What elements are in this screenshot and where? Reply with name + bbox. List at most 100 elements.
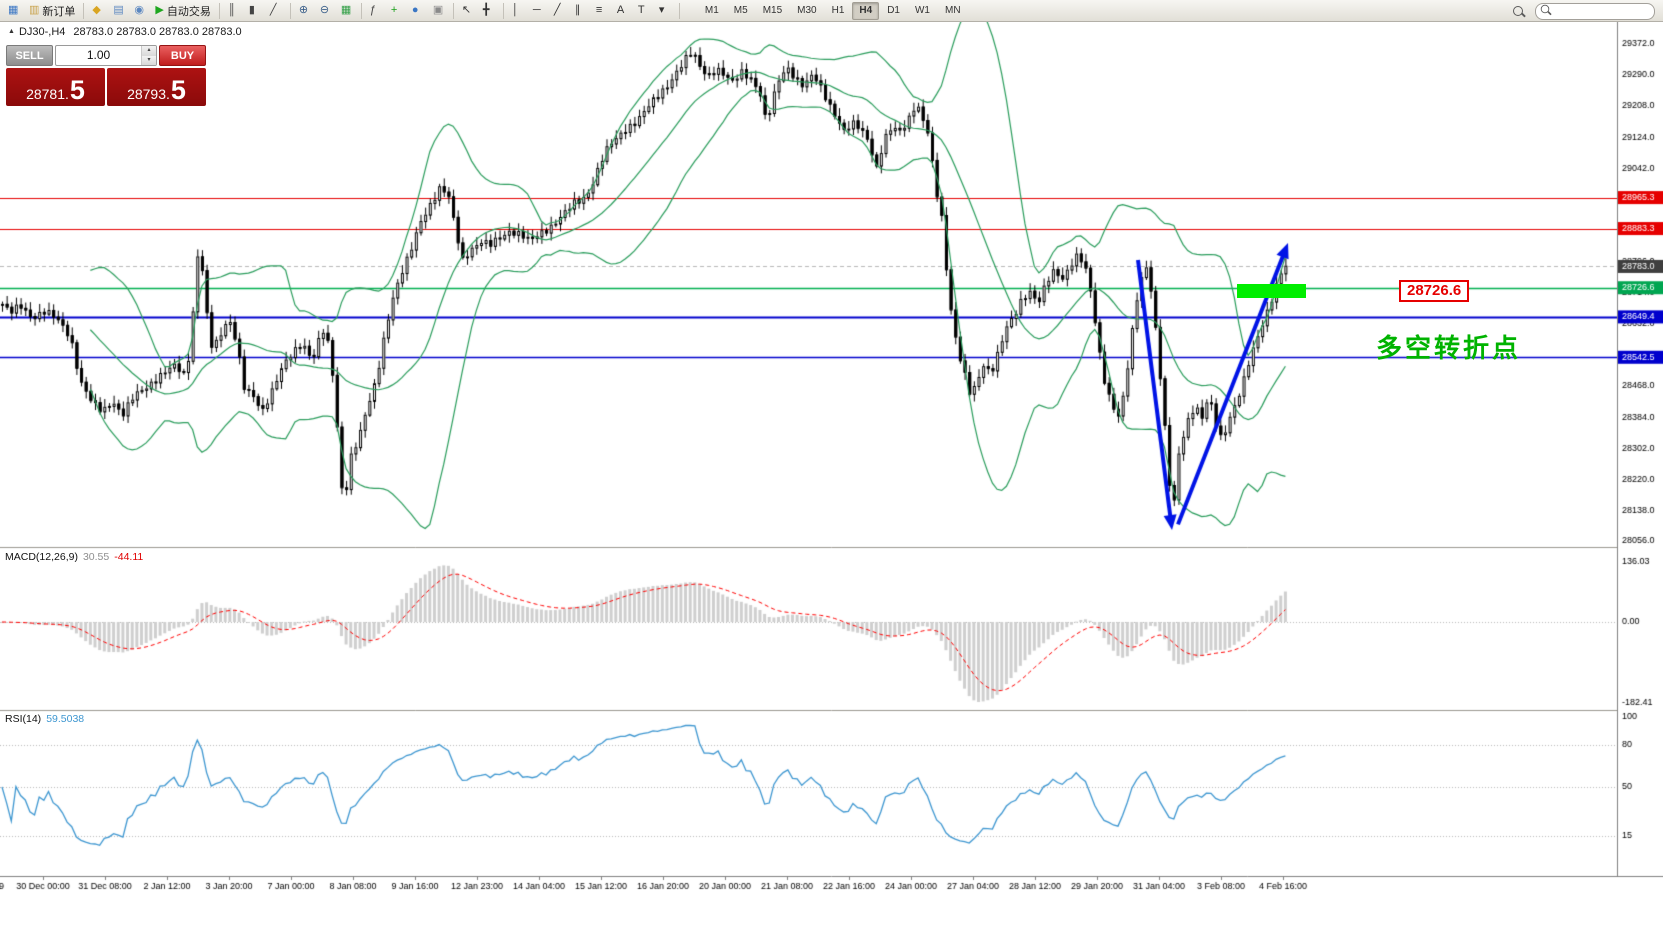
- timeframe-h4-button[interactable]: H4: [852, 1, 880, 20]
- timeframe-m15-button[interactable]: M15: [756, 2, 789, 20]
- chart-title: ▲ DJ30-,H4 28783.0 28783.0 28783.0 28783.0: [8, 26, 242, 38]
- label-tool-icon: T: [637, 4, 645, 16]
- search-icon: [1513, 5, 1523, 16]
- one-click-trading-panel: SELL 1.00 ▴ ▾ BUY 28781. 5 28793. 5: [6, 45, 206, 106]
- charts-icon: ◆: [92, 4, 101, 16]
- charts-button[interactable]: ◆: [88, 2, 108, 20]
- timeframe-m1-button[interactable]: M1: [698, 2, 726, 20]
- ohlc-values: 28783.0 28783.0 28783.0 28783.0: [73, 26, 242, 38]
- candlestick-chart-button[interactable]: ▮: [245, 2, 265, 20]
- symbol-search-box: [1535, 1, 1655, 20]
- bar-chart-icon: ║: [227, 4, 236, 16]
- toolbar-separator: [289, 2, 291, 19]
- trendline-tool-icon: ╱: [553, 4, 561, 16]
- shapes-dropdown-button[interactable]: ▾: [655, 2, 675, 20]
- auto-trading-icon: ▶: [155, 4, 164, 16]
- tile-windows-icon: ▦: [340, 4, 352, 16]
- cursor-button[interactable]: ↖: [458, 2, 478, 20]
- zoom-in-icon: ⊕: [298, 4, 309, 16]
- line-chart-icon: ╱: [269, 4, 277, 16]
- volume-decrease-button[interactable]: ▾: [142, 55, 156, 65]
- volume-increase-button[interactable]: ▴: [142, 46, 156, 56]
- collapse-icon[interactable]: ▲: [8, 28, 15, 35]
- bar-chart-button[interactable]: ║: [224, 2, 244, 20]
- trendline-tool-button[interactable]: ╱: [550, 2, 570, 20]
- data-window-icon: ◉: [134, 4, 145, 16]
- timeframe-w1-button[interactable]: W1: [908, 2, 937, 20]
- text-tool-icon: A: [616, 4, 625, 16]
- buy-price[interactable]: 28793. 5: [107, 68, 206, 106]
- buy-price-big-digit: 5: [170, 75, 186, 106]
- toolbar-separator: [360, 2, 362, 19]
- buy-button[interactable]: BUY: [159, 45, 206, 66]
- sell-price-main: 28781.: [26, 85, 69, 102]
- rsi-indicator-label: RSI(14) 59.5038: [5, 713, 84, 725]
- macd-signal-value: -44.11: [114, 551, 144, 563]
- cursor-icon: ↖: [461, 4, 472, 16]
- data-window-button[interactable]: ◉: [130, 2, 150, 20]
- channel-tool-button[interactable]: ∥: [571, 2, 591, 20]
- zoom-in-button[interactable]: ⊕: [295, 2, 315, 20]
- fibonacci-tool-button[interactable]: ≡: [592, 2, 612, 20]
- horizontal-line-tool-button[interactable]: ─: [529, 2, 549, 20]
- rsi-value: 59.5038: [46, 713, 85, 725]
- sell-price[interactable]: 28781. 5: [6, 68, 105, 106]
- volume-value[interactable]: 1.00: [86, 48, 111, 62]
- indicators-icon: ƒ: [369, 4, 376, 16]
- pivot-annotation-text[interactable]: 多空转折点: [1376, 333, 1522, 363]
- trade-panel-quotes: 28781. 5 28793. 5: [6, 68, 206, 106]
- macd-name: MACD(12,26,9): [5, 551, 78, 563]
- toolbar-separator: [452, 2, 454, 19]
- timeframe-m30-button[interactable]: M30: [790, 2, 823, 20]
- shapes-dropdown-icon: ▾: [658, 4, 665, 16]
- app-menu-button[interactable]: ▦: [4, 2, 24, 20]
- sell-price-big-digit: 5: [69, 75, 85, 106]
- timeframe-toolbar: M1 M5 M15 M30 H1 H4 D1 W1 MN: [698, 1, 968, 20]
- templates-icon: ▣: [432, 4, 444, 16]
- candlestick-chart-icon: ▮: [248, 4, 255, 16]
- toolbar: ▦ ▥ 新订单 ◆ ▤ ◉ ▶ 自动交易 ║ ▮ ╱ ⊕ ⊖ ▦ ƒ + ● ▣ ↖ ╋ │ ─ ╱ ∥ ≡ A T ▾ M1 M5 M1…: [0, 0, 1663, 22]
- symbol-label: DJ30-,H4: [18, 26, 66, 38]
- symbol-search-input[interactable]: [1535, 3, 1655, 20]
- add-indicator-icon: +: [390, 4, 398, 16]
- market-watch-button[interactable]: ▤: [109, 2, 129, 20]
- timeframe-m5-button[interactable]: M5: [727, 2, 755, 20]
- toolbar-items: ▦ ▥ 新订单 ◆ ▤ ◉ ▶ 自动交易 ║ ▮ ╱ ⊕ ⊖ ▦ ƒ + ● ▣ ↖ ╋ │ ─ ╱ ∥ ≡ A T ▾: [4, 2, 683, 20]
- crosshair-icon: ╋: [482, 4, 490, 16]
- label-tool-button[interactable]: T: [634, 2, 654, 20]
- pivot-price-label[interactable]: 28726.6: [1399, 280, 1470, 302]
- chart-area[interactable]: [0, 22, 1663, 893]
- new-order-button[interactable]: ▥ 新订单: [25, 2, 79, 20]
- timeframe-h1-button[interactable]: H1: [825, 2, 852, 20]
- crosshair-button[interactable]: ╋: [479, 2, 499, 20]
- rsi-name: RSI(14): [5, 713, 42, 725]
- toolbar-separator: [678, 2, 680, 19]
- app-menu-icon: ▦: [8, 4, 19, 16]
- add-indicator-button[interactable]: +: [387, 2, 407, 20]
- volume-spinner: ▴ ▾: [141, 46, 156, 65]
- volume-stepper[interactable]: 1.00 ▴ ▾: [55, 45, 157, 66]
- auto-trading-button[interactable]: ▶ 自动交易: [151, 2, 214, 20]
- period-settings-icon: ●: [411, 4, 419, 16]
- macd-indicator-label: MACD(12,26,9) 30.55 -44.11: [5, 551, 143, 563]
- period-settings-button[interactable]: ●: [408, 2, 428, 20]
- auto-trading-label: 自动交易: [166, 5, 211, 18]
- search-button[interactable]: [1509, 2, 1529, 20]
- vertical-line-tool-button[interactable]: │: [508, 2, 528, 20]
- text-tool-button[interactable]: A: [613, 2, 633, 20]
- indicators-button[interactable]: ƒ: [366, 2, 386, 20]
- templates-button[interactable]: ▣: [429, 2, 449, 20]
- timeframe-d1-button[interactable]: D1: [880, 2, 907, 20]
- highlight-rect-object[interactable]: [1237, 284, 1306, 298]
- zoom-out-icon: ⊖: [319, 4, 330, 16]
- search-area: [1509, 1, 1655, 20]
- zoom-out-button[interactable]: ⊖: [316, 2, 336, 20]
- toolbar-separator: [502, 2, 504, 19]
- line-chart-button[interactable]: ╱: [266, 2, 286, 20]
- tile-windows-button[interactable]: ▦: [337, 2, 357, 20]
- new-order-icon: ▥: [29, 4, 40, 16]
- sell-button[interactable]: SELL: [6, 45, 53, 66]
- toolbar-separator: [83, 2, 85, 19]
- new-order-label: 新订单: [42, 5, 76, 18]
- timeframe-mn-button[interactable]: MN: [938, 2, 968, 20]
